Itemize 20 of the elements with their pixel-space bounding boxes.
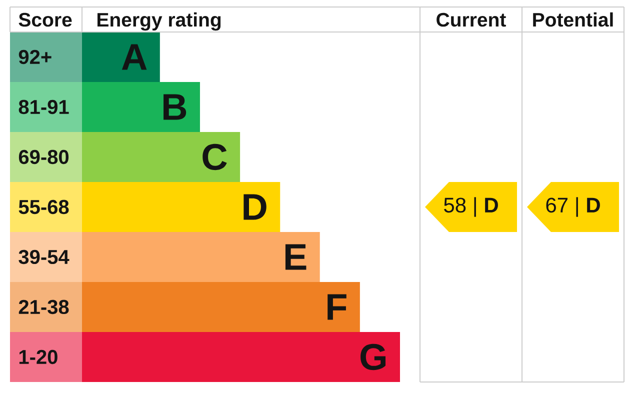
annotation: B: [164, 94, 186, 120]
text: 58 | D: [444, 197, 498, 217]
annotation: G: [360, 344, 386, 370]
y-tick-label: 81-91: [18, 100, 69, 114]
category-label: Potential: [533, 12, 613, 27]
annotation: F: [328, 294, 346, 320]
category-label: Current: [436, 12, 506, 27]
y-tick-label: 92+: [18, 50, 52, 64]
chart-title: Energy rating: [98, 12, 221, 31]
annotation: A: [122, 44, 147, 70]
y-tick-label: 69-80: [18, 150, 69, 164]
annotation: D: [244, 194, 266, 220]
y-axis-title: Score: [18, 12, 72, 27]
y-tick-label: 21-38: [18, 300, 69, 314]
y-tick-label: 39-54: [18, 250, 70, 264]
y-tick-label: 1-20: [19, 350, 58, 364]
text: 67 | D: [546, 197, 600, 217]
annotation: E: [285, 244, 306, 270]
annotation: C: [202, 144, 227, 170]
y-tick-label: 55-68: [18, 200, 69, 214]
